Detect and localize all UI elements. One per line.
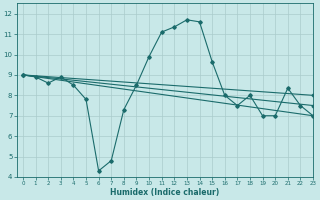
X-axis label: Humidex (Indice chaleur): Humidex (Indice chaleur) bbox=[110, 188, 220, 197]
